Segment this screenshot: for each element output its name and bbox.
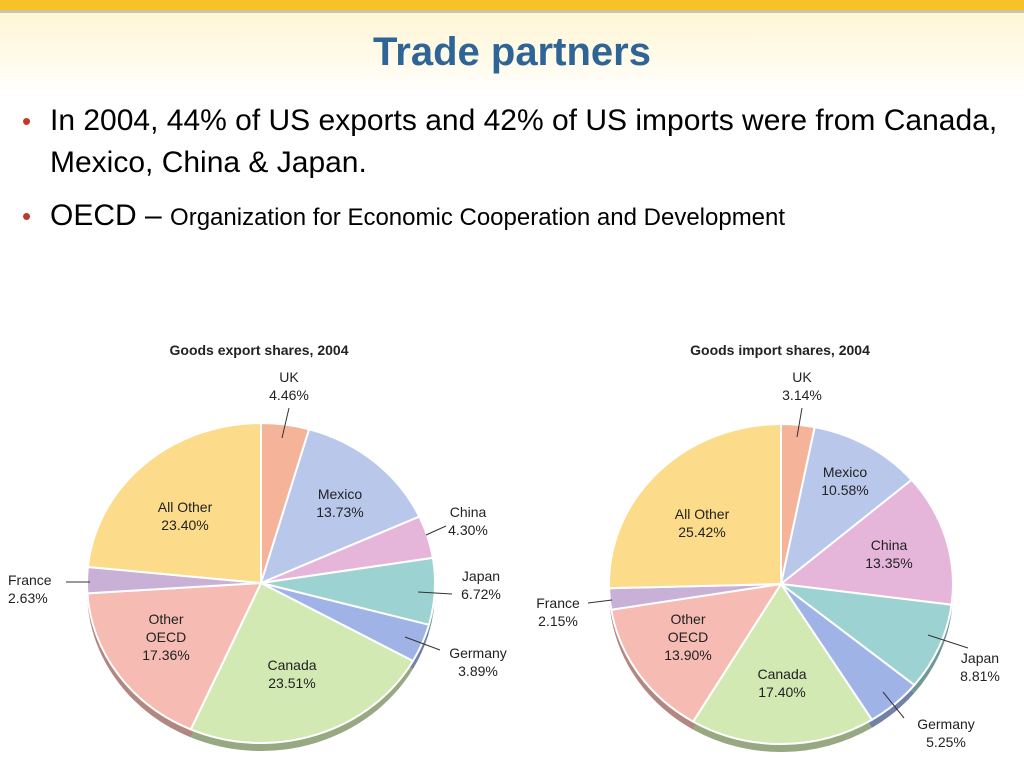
bullet-item-oecd: • OECD – Organization for Economic Coope… [18,198,1018,236]
import-label-other-oecd: Other OECD 13.90% [664,611,711,663]
import-label-mexico: Mexico 10.58% [821,464,868,498]
export-label-line: Other [148,611,183,627]
bullet-lead: OECD – [50,199,171,232]
top-accent-band [0,0,1024,10]
import-label-line: 25.42% [678,524,725,540]
export-leader-line-uk [281,407,290,439]
slide-title: Trade partners [373,30,651,74]
import-label-line: 5.25% [926,734,966,750]
export-slice-all-other [86,422,262,584]
import-slice-china [780,478,954,606]
top-accent-line [0,10,1024,13]
export-label-line: 23.40% [161,517,208,533]
import-slice-all-other [608,423,782,590]
export-label-line: 23.51% [268,675,315,691]
export-label-germany: Germany 3.89% [449,645,507,679]
export-chart-title: Goods export shares, 2004 [170,342,349,358]
import-label-canada: Canada 17.40% [757,666,806,700]
export-label-line: OECD [146,629,186,645]
export-slice-canada [189,582,414,744]
bullet-text: In 2004, 44% of US exports and 42% of US… [50,104,998,179]
export-label-line: 4.30% [448,522,488,538]
export-leader-line-japan [417,591,453,595]
import-label-line: Other [670,611,705,627]
import-slice-other-oecd [610,583,782,723]
export-label-line: 17.36% [142,647,189,663]
import-label-japan: Japan 8.81% [960,650,1000,684]
export-label-line: Japan [462,568,500,584]
import-label-line: Mexico [823,464,868,480]
export-label-line: France [8,572,52,588]
import-slice-canada [692,583,873,745]
export-label-line: 13.73% [316,504,363,520]
export-label-mexico: Mexico 13.73% [316,486,363,520]
import-label-line: 17.40% [758,684,805,700]
bullet-definition: Organization for Economic Cooperation an… [170,204,786,231]
import-label-line: 2.15% [538,613,578,629]
export-label-line: 3.89% [458,663,498,679]
import-label-line: France [536,595,580,611]
import-label-line: 13.35% [865,555,912,571]
import-label-line: 10.58% [821,482,868,498]
export-label-line: China [450,504,487,520]
export-label-canada: Canada 23.51% [267,657,316,691]
export-label-line: All Other [158,499,213,515]
title-band [0,13,1024,95]
import-label-uk: UK 3.14% [782,369,822,403]
import-slice-japan [780,583,953,687]
import-label-germany: Germany 5.25% [917,716,975,750]
import-label-line: UK [792,369,812,385]
import-leader-line-france [587,599,613,604]
import-label-line: OECD [668,629,708,645]
export-label-line: UK [279,369,299,385]
import-chart-title: Goods import shares, 2004 [690,342,870,358]
import-label-line: Canada [757,666,806,682]
import-leader-line-uk [796,407,803,438]
import-shares-pie-chart: Goods import shares, 2004 UK 3.14% Mexico 10… [536,342,1000,752]
import-label-line: 8.81% [960,668,1000,684]
export-label-line: Canada [267,657,316,673]
export-label-japan: Japan 6.72% [461,568,501,602]
bullet-item-exports-imports: • In 2004, 44% of US exports and 42% of … [18,100,1018,184]
export-label-line: 2.63% [8,590,48,606]
import-label-line: 13.90% [664,647,711,663]
export-label-line: Germany [449,645,507,661]
bullet-list: • In 2004, 44% of US exports and 42% of … [18,100,1018,236]
import-label-line: China [871,537,908,553]
export-label-line: Mexico [318,486,363,502]
export-slice-mexico [260,428,421,584]
import-label-china: China 13.35% [865,537,912,571]
import-label-france: France 2.15% [536,595,580,629]
export-label-france: France 2.63% [8,572,52,606]
export-label-line: 6.72% [461,586,501,602]
export-label-all-other: All Other 23.40% [158,499,213,533]
import-leader-line-germany [882,691,905,719]
export-label-uk: UK 4.46% [269,369,309,403]
bullet-dot-icon: • [22,201,32,231]
import-label-line: Japan [961,650,999,666]
export-leader-line-china [425,525,447,536]
import-label-line: Germany [917,716,975,732]
import-label-line: All Other [675,506,730,522]
export-label-china: China 4.30% [448,504,488,538]
import-label-line: 3.14% [782,387,822,403]
export-label-line: 4.46% [269,387,309,403]
import-leader-line-japan [927,634,969,649]
export-slice-other-oecd [86,582,262,731]
export-leader-line-germany [404,636,441,651]
export-label-other-oecd: Other OECD 17.36% [142,611,189,663]
export-shares-pie-chart: Goods export shares, 2004 UK 4.46% Mexico 13… [8,342,507,751]
import-label-all-other: All Other 25.42% [675,506,730,540]
import-slice-mexico [780,426,913,585]
bullet-dot-icon: • [22,106,32,136]
